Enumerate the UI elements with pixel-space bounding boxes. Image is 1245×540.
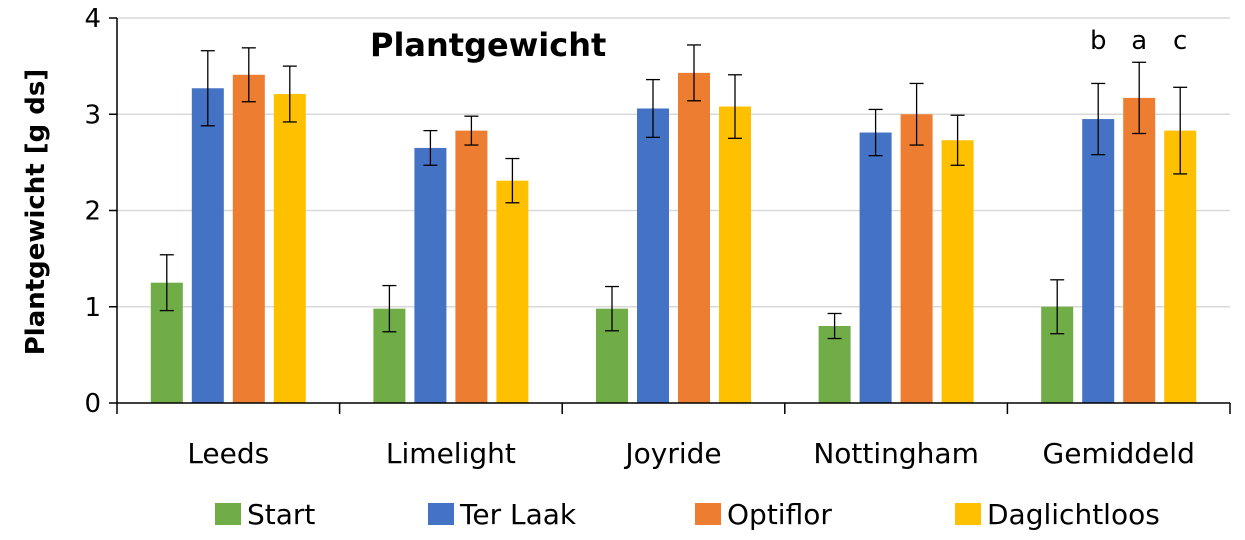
- bar: [273, 94, 306, 403]
- bar: [900, 114, 933, 403]
- y-tick-label: 0: [84, 389, 101, 419]
- bar: [678, 72, 710, 404]
- bar: [232, 74, 265, 403]
- legend-label: Optiflor: [727, 498, 832, 531]
- legend-swatch: [695, 503, 721, 525]
- axes: 0 1 2 3 4 Leeds Limelight Joyride Nottingham Gemi…: [84, 4, 1231, 470]
- y-tick-label: 4: [84, 4, 101, 34]
- x-tick-label: Joyride: [623, 437, 721, 470]
- bar: [496, 180, 529, 403]
- bar: [859, 132, 892, 403]
- legend-label: Start: [247, 498, 315, 531]
- x-tick-label: Gemiddeld: [1043, 437, 1195, 470]
- y-tick-label: 2: [84, 197, 101, 227]
- bar: [455, 130, 488, 404]
- legend-label: Ter Laak: [459, 498, 577, 531]
- bar: [1123, 97, 1156, 403]
- y-axis-label: Plantgewicht [g ds]: [21, 69, 51, 356]
- significance-letter: c: [1173, 26, 1187, 56]
- legend: Start Ter Laak Optiflor Daglichtloos: [215, 498, 1160, 531]
- x-tick-label: Limelight: [386, 437, 516, 470]
- legend-swatch: [215, 503, 241, 525]
- y-tick-label: 3: [84, 100, 101, 130]
- bar: [1164, 130, 1197, 404]
- x-tick-label: Nottingham: [813, 437, 979, 470]
- legend-swatch: [955, 503, 981, 525]
- significance-letter: a: [1131, 26, 1147, 56]
- significance-letter: b: [1090, 26, 1107, 56]
- y-tick-label: 1: [84, 293, 101, 323]
- bar: [719, 106, 751, 404]
- bar: [637, 108, 669, 403]
- legend-swatch: [428, 503, 454, 525]
- bar: [941, 140, 974, 404]
- legend-label: Daglichtloos: [987, 498, 1160, 531]
- chart-title: Plantgewicht: [370, 26, 606, 64]
- bar: [414, 147, 447, 403]
- x-tick-label: Leeds: [187, 437, 269, 470]
- bar: [191, 88, 224, 403]
- bar: [1082, 119, 1115, 403]
